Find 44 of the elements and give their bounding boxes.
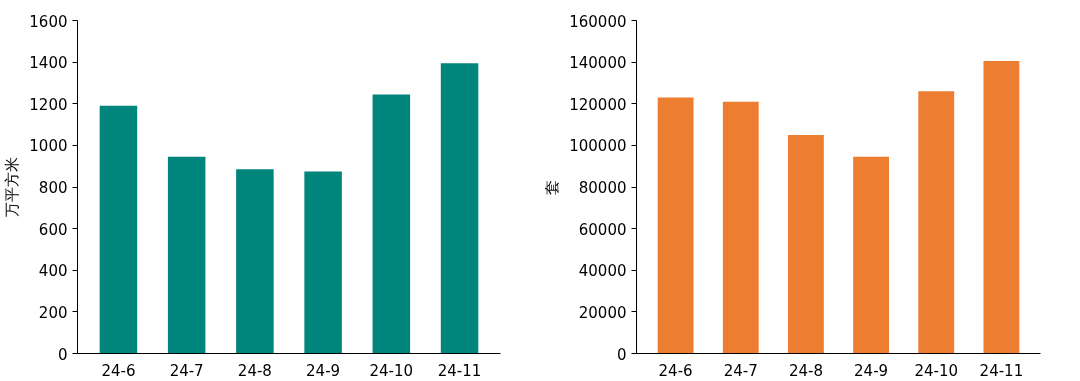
bar <box>304 171 342 354</box>
x-tick-label: 24-10 <box>914 361 959 380</box>
y-tick-label: 120000 <box>569 95 627 114</box>
x-tick-label: 24-7 <box>723 361 758 380</box>
y-tick-label: 1200 <box>29 95 68 114</box>
bar <box>983 61 1020 354</box>
bar <box>788 134 824 354</box>
x-tick-label: 24-6 <box>101 361 136 380</box>
x-tick-label: 24-10 <box>369 361 414 380</box>
bar <box>918 91 955 354</box>
x-tick-label: 24-8 <box>788 361 823 380</box>
y-tick-label: 1000 <box>29 137 68 156</box>
y-tick-label: 0 <box>57 345 68 364</box>
bar <box>853 156 889 354</box>
bar <box>440 63 479 354</box>
y-tick-label: 80000 <box>578 179 627 197</box>
y-tick-label: 400 <box>38 262 68 281</box>
bar <box>722 101 759 354</box>
y-tick-label: 800 <box>38 179 68 197</box>
y-tick-label: 160000 <box>569 12 627 31</box>
y-axis-title: 万平方米 <box>3 157 22 217</box>
x-tick-label: 24-9 <box>854 361 889 380</box>
x-tick-label: 24-8 <box>237 361 272 380</box>
y-tick-label: 1600 <box>29 12 68 31</box>
x-tick-label: 24-11 <box>979 361 1024 380</box>
x-tick-label: 24-7 <box>169 361 204 380</box>
bar <box>372 94 411 354</box>
y-tick-label: 140000 <box>569 54 627 73</box>
y-tick-label: 100000 <box>569 137 627 156</box>
y-tick-label: 200 <box>38 303 68 322</box>
y-tick-label: 0 <box>616 345 627 364</box>
x-tick-label: 24-6 <box>658 361 693 380</box>
x-tick-label: 24-9 <box>306 361 341 380</box>
y-tick-label: 1400 <box>29 54 68 73</box>
x-tick-label: 24-11 <box>437 361 482 380</box>
y-axis-title: 套 <box>543 179 562 195</box>
y-tick-label: 20000 <box>578 303 627 322</box>
bar <box>657 97 694 354</box>
bar <box>99 105 138 354</box>
y-tick-label: 40000 <box>578 262 627 281</box>
bar <box>236 169 274 354</box>
y-tick-label: 60000 <box>578 220 627 239</box>
y-tick-label: 600 <box>38 220 68 239</box>
bar <box>167 156 206 354</box>
